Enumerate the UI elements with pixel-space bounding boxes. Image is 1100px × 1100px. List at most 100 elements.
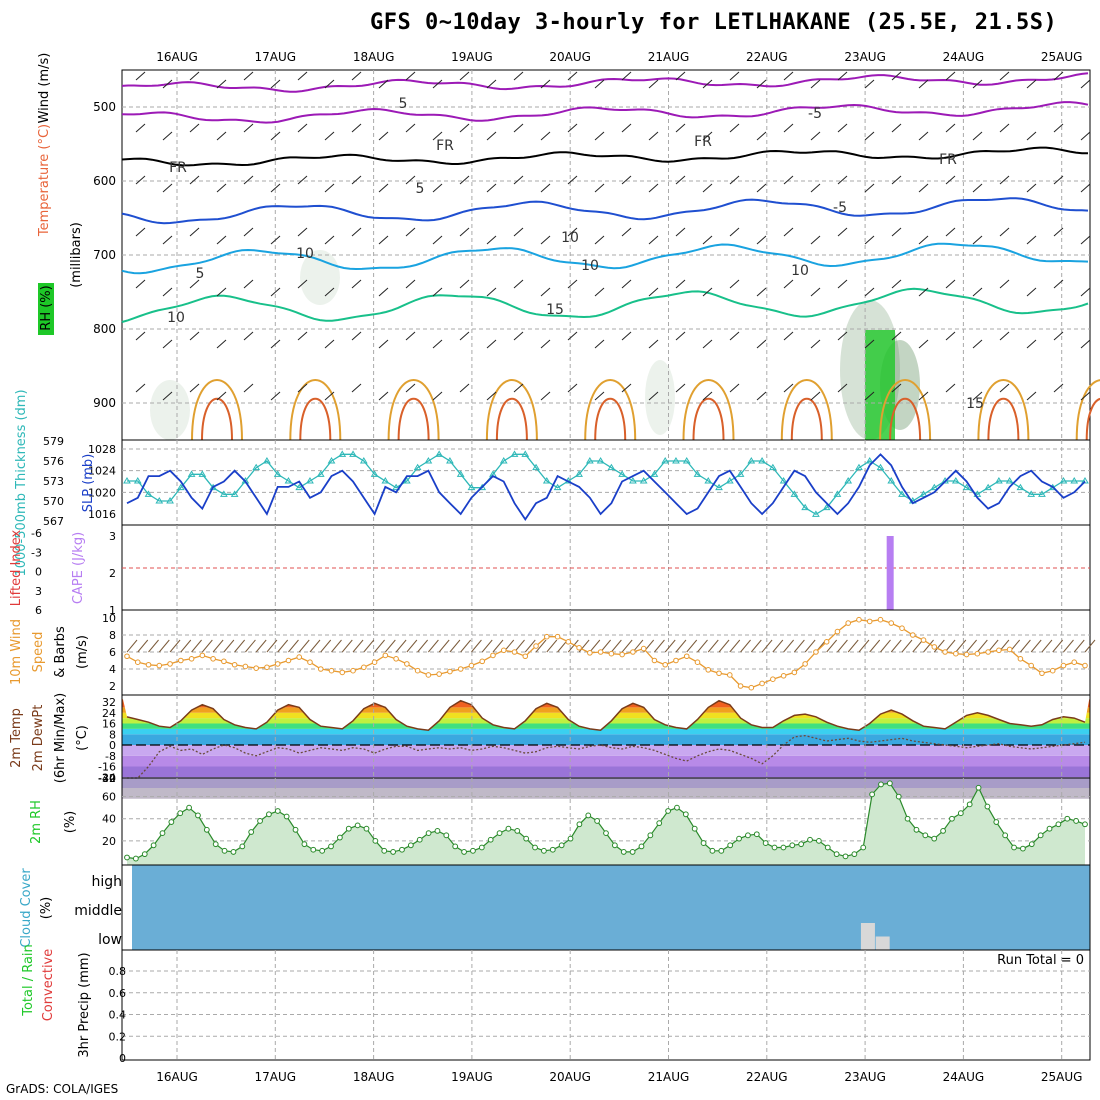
pressure-tick: 600 <box>93 174 116 188</box>
wind-barb <box>675 279 686 289</box>
rh-marker <box>691 825 698 832</box>
wind-barb <box>363 639 375 653</box>
wind-barb <box>621 71 632 81</box>
wind-barb <box>486 79 497 89</box>
wind-barb <box>540 391 551 401</box>
wind-barb <box>486 183 497 193</box>
date-label-bottom: 21AUG <box>648 1070 690 1084</box>
warm-contour <box>584 379 637 441</box>
rh-marker <box>594 818 601 824</box>
wind-barb <box>756 183 767 193</box>
wind-barb <box>1053 383 1064 393</box>
wind-barb <box>621 279 632 289</box>
wind-barb <box>567 227 578 237</box>
wind-barb <box>243 279 254 289</box>
wind-marker <box>770 676 776 683</box>
warm-contour <box>682 379 735 441</box>
thickness-marker <box>381 477 390 484</box>
rh-marker <box>248 829 255 835</box>
temp-tick: 0 <box>109 739 116 752</box>
thickness-marker <box>812 510 820 517</box>
rh-marker <box>771 844 778 851</box>
wind-barb <box>331 639 342 653</box>
wind-barb <box>216 287 227 297</box>
contour-label: 5 <box>416 181 425 197</box>
rh-marker <box>1064 815 1071 822</box>
wind-marker <box>554 633 561 640</box>
wind-barb <box>460 639 472 653</box>
temp-axis-label-1: 2m Temp <box>9 708 24 768</box>
wind-marker <box>500 647 507 654</box>
wind-barb <box>1084 639 1096 653</box>
wind-barb <box>1041 639 1053 653</box>
wind-barb <box>810 131 821 141</box>
contour-label: 5 <box>399 96 408 112</box>
rh-marker <box>567 835 574 842</box>
thickness-marker <box>456 470 465 477</box>
wind-barb <box>540 183 551 193</box>
temp-line <box>126 699 1086 731</box>
rh-marker <box>966 801 973 808</box>
rh-marker <box>1055 821 1062 828</box>
wind-tick: 4 <box>109 663 116 676</box>
wind-axis-label-4: (m/s) <box>75 635 90 669</box>
rh-marker <box>957 810 964 817</box>
wind-marker <box>931 644 938 650</box>
wind-barb <box>243 175 254 185</box>
contour-label: FR <box>939 152 957 168</box>
wind-marker <box>436 671 442 677</box>
wind-tick: 6 <box>109 646 116 659</box>
date-label-top: 25AUG <box>1041 50 1083 64</box>
rh-marker <box>549 846 556 853</box>
cape-bar <box>886 536 894 610</box>
rh-marker <box>141 851 148 858</box>
wind-marker <box>608 650 615 657</box>
thickness-marker <box>187 470 196 477</box>
wind-barb <box>918 131 929 141</box>
slp-axis-label: SLP (mb) <box>81 454 96 513</box>
wind-barb <box>837 383 848 393</box>
wind-barb <box>933 639 945 653</box>
wind-marker <box>124 653 130 660</box>
thickness-marker <box>446 457 454 464</box>
wind-marker <box>942 649 948 655</box>
wind-barb <box>901 639 913 653</box>
wind-marker <box>963 651 970 658</box>
temp-tick: 16 <box>102 718 116 731</box>
contour-label: 15 <box>966 396 984 412</box>
wind-barb <box>610 639 622 653</box>
cloud-fill <box>132 865 1090 950</box>
wind-marker <box>651 657 658 664</box>
rh-marker <box>132 855 139 862</box>
wind-barb <box>648 79 659 89</box>
rh-marker <box>292 826 299 833</box>
thickness-marker <box>650 470 659 477</box>
thickness-marker <box>144 490 153 497</box>
contour-label: 15 <box>546 302 564 318</box>
wind-barb <box>270 391 281 401</box>
wind-barb <box>135 279 146 289</box>
wind-barb <box>589 639 601 653</box>
wind-marker <box>866 618 873 625</box>
wind-barb <box>320 639 332 653</box>
thickness-marker <box>273 470 282 477</box>
wind-barb <box>351 175 362 185</box>
rh-marker <box>780 844 787 851</box>
wind-barb <box>513 279 524 289</box>
wind-tick: 10 <box>102 612 116 625</box>
wind-barb <box>664 639 676 653</box>
wind-barb <box>352 639 364 653</box>
wind-barb <box>1080 79 1091 89</box>
wind-barb <box>191 639 202 653</box>
wind-marker <box>587 650 593 656</box>
thickness-marker <box>359 457 368 464</box>
cloud-level-low: low <box>98 932 122 948</box>
temp-axis-label-4: (°C) <box>75 725 90 751</box>
thickness-marker <box>672 457 680 464</box>
wind-barb <box>702 287 713 297</box>
wind-marker <box>1060 662 1067 669</box>
rh-marker <box>949 815 955 822</box>
wind-barb <box>189 383 200 393</box>
warm-contour <box>780 379 833 441</box>
